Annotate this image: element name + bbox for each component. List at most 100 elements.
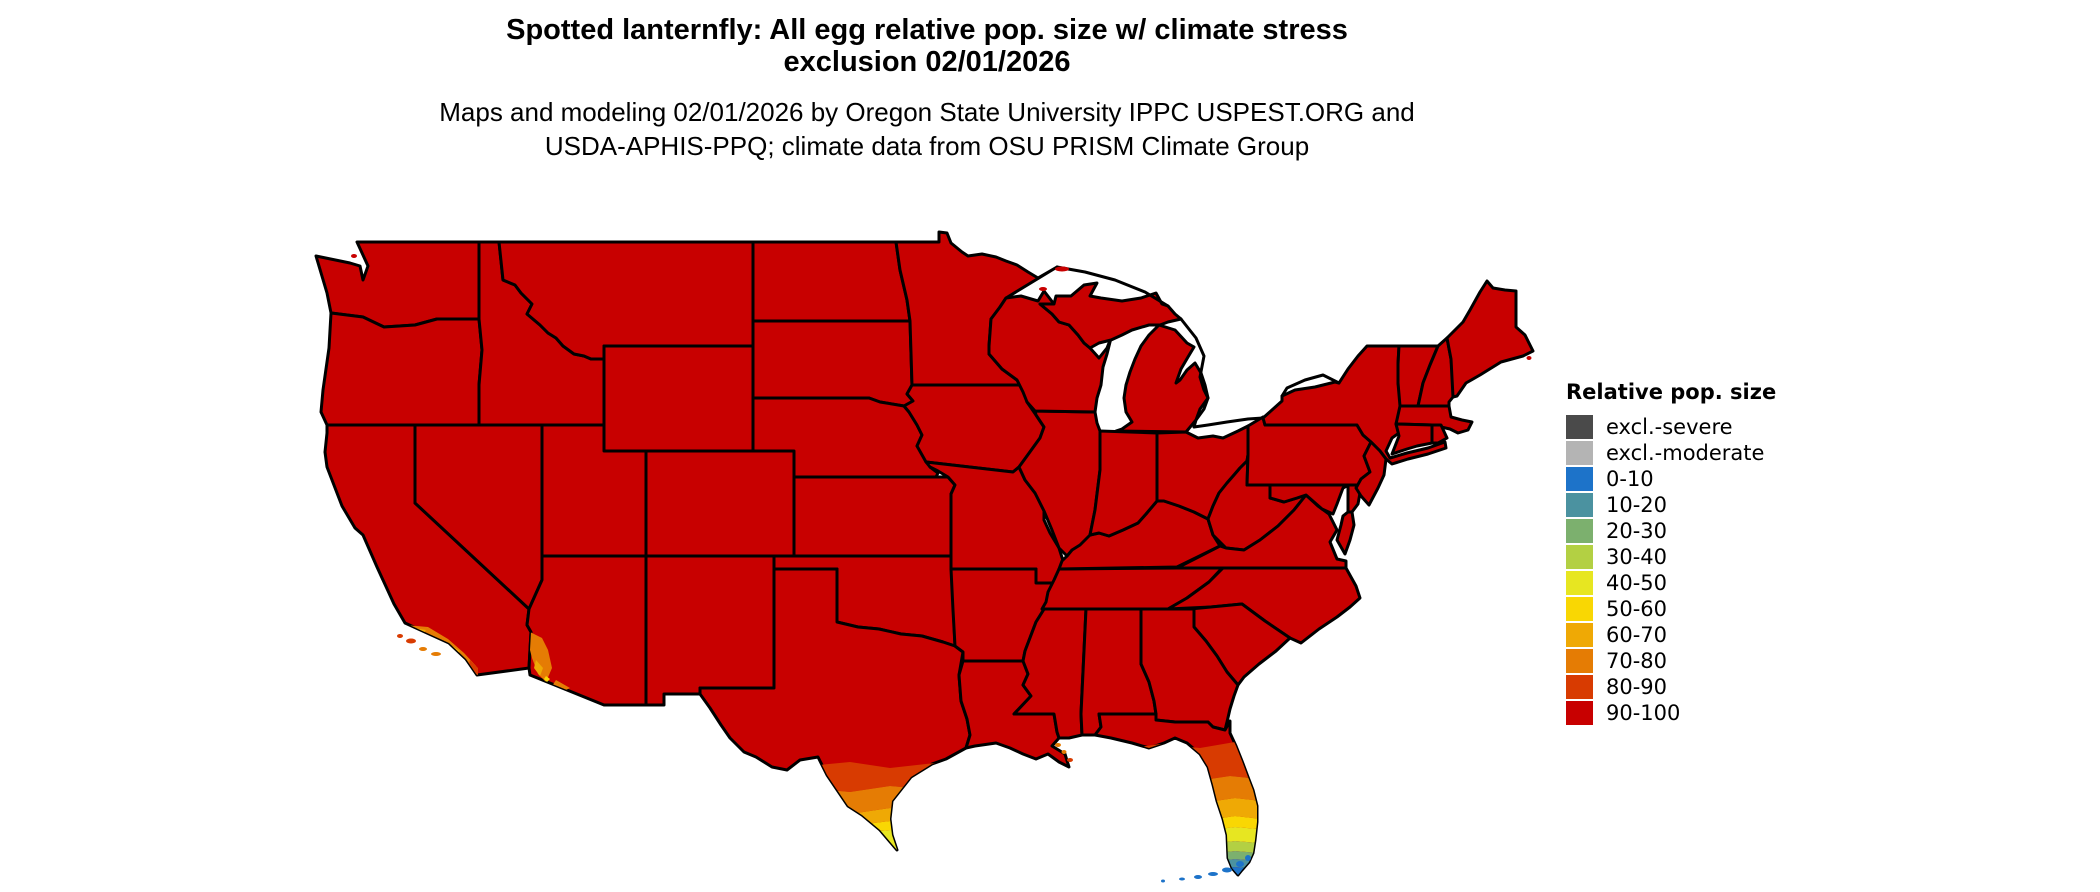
legend-item: 50-60 — [1566, 597, 1776, 621]
florida-key-5 — [1236, 861, 1244, 867]
state-rhode-island — [1430, 423, 1449, 445]
state-new-jersey — [1354, 440, 1388, 507]
state-new-mexico — [644, 554, 776, 707]
delta-speck-2 — [1061, 750, 1067, 754]
legend-items: excl.-severe excl.-moderate 0-10 10-20 20-30… — [1566, 415, 1776, 725]
border-lake-erie — [1192, 396, 1265, 429]
state-maine — [1445, 279, 1535, 399]
state-south-dakota — [751, 319, 915, 408]
florida-key-1 — [1179, 877, 1185, 881]
map-subtitle: Maps and modeling 02/01/2026 by Oregon S… — [330, 95, 1524, 163]
legend-item-label: 40-50 — [1606, 571, 1668, 595]
legend-item-label: 20-30 — [1606, 519, 1668, 543]
legend-swatch — [1566, 493, 1593, 517]
arizona-patches-group — [528, 632, 570, 692]
legend-item: 80-90 — [1566, 675, 1776, 699]
arizona-patch2-70-80 — [552, 680, 570, 692]
legend-item: 40-50 — [1566, 571, 1776, 595]
legend-item: excl.-severe — [1566, 415, 1776, 439]
legend-item-label: 70-80 — [1606, 649, 1668, 673]
legend-swatch — [1566, 701, 1593, 725]
legend-item-label: 60-70 — [1606, 623, 1668, 647]
legend-item-label: 0-10 — [1606, 467, 1654, 491]
state-wisconsin — [987, 289, 1113, 414]
map-title: Spotted lanternfly: All egg relative pop… — [330, 14, 1524, 78]
texas-band-80-90 — [808, 762, 935, 792]
legend-item: excl.-moderate — [1566, 441, 1776, 465]
legend-item: 0-10 — [1566, 467, 1776, 491]
state-michigan-upper — [1038, 281, 1183, 350]
legend-swatch — [1566, 467, 1593, 491]
legend-item-label: excl.-severe — [1606, 415, 1733, 439]
channel-island-3 — [431, 652, 441, 656]
legend-item: 20-30 — [1566, 519, 1776, 543]
map-title-line2: exclusion 02/01/2026 — [783, 46, 1071, 78]
lake-borders-group — [1055, 265, 1341, 429]
legend-item-label: 50-60 — [1606, 597, 1668, 621]
florida-key-2 — [1194, 875, 1202, 879]
state-arizona — [525, 554, 648, 707]
state-north-carolina — [1166, 566, 1362, 645]
legend-swatch — [1566, 519, 1593, 543]
florida-key-6 — [1245, 855, 1251, 861]
border-lake-superior — [1055, 265, 1170, 308]
apostle-islands — [1039, 287, 1047, 291]
legend-swatch — [1566, 571, 1593, 595]
legend-swatch — [1566, 545, 1593, 569]
florida-gradient-group — [1120, 742, 1257, 875]
map-title-line1: Spotted lanternfly: All egg relative pop… — [506, 14, 1348, 46]
state-oregon — [319, 311, 484, 427]
state-kansas — [792, 475, 957, 558]
arizona-patch-60-70 — [534, 660, 543, 676]
legend-swatch — [1566, 597, 1593, 621]
states-group — [314, 230, 1535, 877]
legend-swatch — [1566, 623, 1593, 647]
texas-band-70-80 — [808, 786, 935, 814]
maine-coast-speck-2 — [1526, 356, 1532, 360]
legend-swatch — [1566, 675, 1593, 699]
islands-group — [351, 254, 1532, 883]
state-wyoming — [602, 344, 755, 453]
state-michigan-lower — [1114, 323, 1210, 434]
florida-band-80-90 — [1120, 742, 1257, 782]
legend-item-label: 90-100 — [1606, 701, 1681, 725]
map-subtitle-line2: USDA-APHIS-PPQ; climate data from OSU PR… — [544, 131, 1310, 161]
border-lake-huron — [1179, 317, 1210, 400]
legend-item: 60-70 — [1566, 623, 1776, 647]
florida-key-4 — [1222, 867, 1232, 873]
arizona-patch-70-80 — [528, 632, 552, 682]
legend: Relative pop. size excl.-severe excl.-mod… — [1566, 380, 1776, 727]
florida-key-3 — [1208, 872, 1218, 876]
legend-item-label: 80-90 — [1606, 675, 1668, 699]
san-juan-islands — [351, 254, 357, 258]
legend-item-label: excl.-moderate — [1606, 441, 1765, 465]
title-block: Spotted lanternfly: All egg relative pop… — [330, 14, 1524, 163]
legend-item: 10-20 — [1566, 493, 1776, 517]
map-subtitle-line1: Maps and modeling 02/01/2026 by Oregon S… — [439, 97, 1415, 127]
delta-speck-3 — [1067, 758, 1073, 762]
legend-item: 90-100 — [1566, 701, 1776, 725]
maine-coast-speck-1 — [1518, 349, 1524, 353]
legend-item-label: 10-20 — [1606, 493, 1668, 517]
border-lake-ontario — [1280, 373, 1341, 398]
california-coast-patch-80-90 — [468, 660, 478, 675]
arizona-patch-50-60 — [544, 676, 550, 682]
delmarva-peninsula — [1335, 510, 1356, 556]
legend-swatch — [1566, 415, 1593, 439]
legend-item: 30-40 — [1566, 545, 1776, 569]
state-north-dakota — [751, 240, 912, 323]
florida-key-7 — [1161, 879, 1165, 883]
us-map — [314, 230, 1535, 883]
texas-band-40-50 — [808, 830, 935, 850]
delta-speck-1 — [1055, 743, 1061, 747]
legend-title: Relative pop. size — [1566, 380, 1777, 404]
legend-swatch — [1566, 649, 1593, 673]
legend-item-label: 30-40 — [1606, 545, 1668, 569]
channel-island-2 — [419, 647, 427, 651]
channel-island-4 — [397, 634, 403, 638]
state-pennsylvania — [1245, 415, 1373, 487]
legend-swatch — [1566, 441, 1593, 465]
isle-royale — [1055, 266, 1069, 272]
channel-island-1 — [406, 638, 416, 644]
